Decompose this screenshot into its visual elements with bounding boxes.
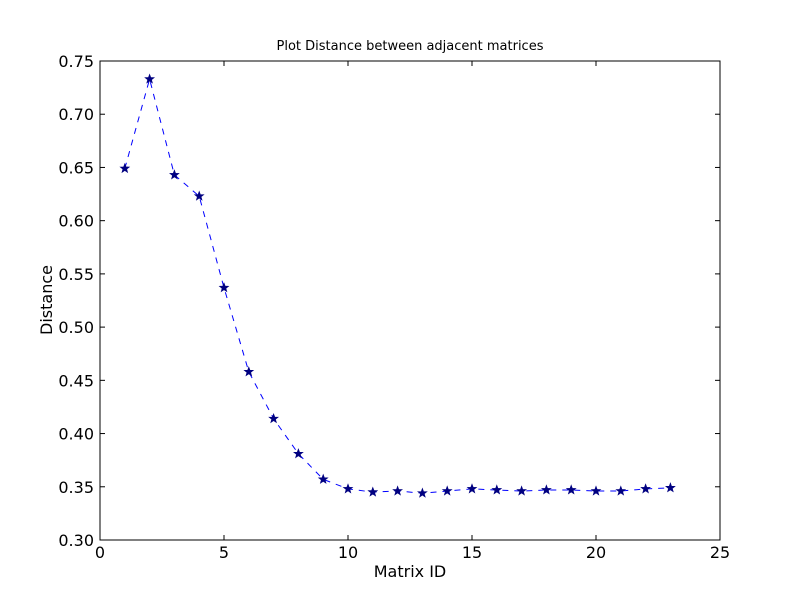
data-point-star: [243, 366, 255, 377]
data-point-star: [590, 485, 602, 496]
axes-frame: [99, 60, 721, 541]
data-point-star: [565, 484, 577, 495]
x-tick-label: 5: [219, 543, 229, 562]
y-tick-label: 0.30: [58, 531, 94, 550]
y-tick-label: 0.50: [58, 318, 94, 337]
data-point-star: [193, 190, 205, 201]
data-point-star: [615, 485, 627, 496]
data-point-star: [119, 162, 131, 174]
data-point-star: [367, 486, 379, 497]
x-tick-label: 10: [338, 543, 358, 562]
data-point-star: [293, 448, 304, 459]
x-tick-label: 20: [586, 543, 606, 562]
y-tick-label: 0.35: [58, 478, 94, 497]
x-tick-label: 0: [95, 543, 105, 562]
data-point-star: [665, 482, 676, 493]
data-point-star: [417, 487, 428, 498]
data-point-star: [342, 483, 354, 494]
y-tick-label: 0.75: [58, 52, 94, 71]
y-tick-label: 0.55: [58, 265, 94, 284]
x-tick-label: 15: [462, 543, 482, 562]
data-point-star: [317, 473, 329, 484]
data-point-star: [392, 485, 403, 496]
plot-area: 0 5 10 15 20 25 0.30 0.35 0.40 0.45 0.50 0.55 0.60 0.…: [58, 52, 730, 562]
y-tick-label: 0.60: [58, 212, 94, 231]
y-axis-label: Distance: [37, 265, 56, 335]
y-tick-label: 0.70: [58, 105, 94, 124]
data-point-star: [268, 412, 279, 424]
data-point-star: [218, 282, 230, 293]
data-point-star: [640, 483, 651, 494]
data-point-star: [441, 485, 453, 496]
y-tick-label: 0.65: [58, 158, 94, 177]
data-point-star: [466, 483, 478, 494]
y-tick-label: 0.45: [58, 371, 94, 390]
x-axis-label: Matrix ID: [374, 562, 447, 581]
data-point-star: [144, 73, 155, 84]
y-tick-label: 0.40: [58, 425, 94, 444]
data-point-star: [541, 484, 552, 495]
chart-title: Plot Distance between adjacent matrices: [277, 39, 544, 54]
x-tick-label: 25: [710, 543, 730, 562]
data-point-star: [516, 485, 527, 496]
data-point-star: [491, 484, 503, 495]
data-point-star: [169, 169, 180, 180]
